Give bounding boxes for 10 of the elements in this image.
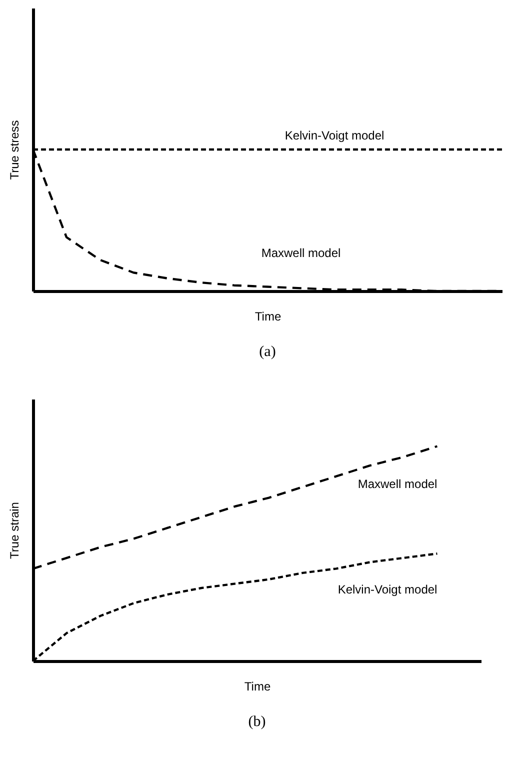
series-label: Maxwell model: [358, 477, 438, 492]
text: Maxwell model: [261, 246, 341, 260]
text: (b): [248, 714, 266, 730]
x-axis-title: Time: [254, 310, 282, 324]
y-axis-title: True stress: [8, 120, 22, 180]
y-axis-title: True strain: [8, 502, 22, 559]
series-label: Kelvin-Voigt model: [284, 128, 384, 142]
x-axis-title: Time: [244, 680, 271, 694]
text: (a): [259, 344, 276, 360]
series-label: Kelvin-Voigt model: [338, 582, 438, 597]
